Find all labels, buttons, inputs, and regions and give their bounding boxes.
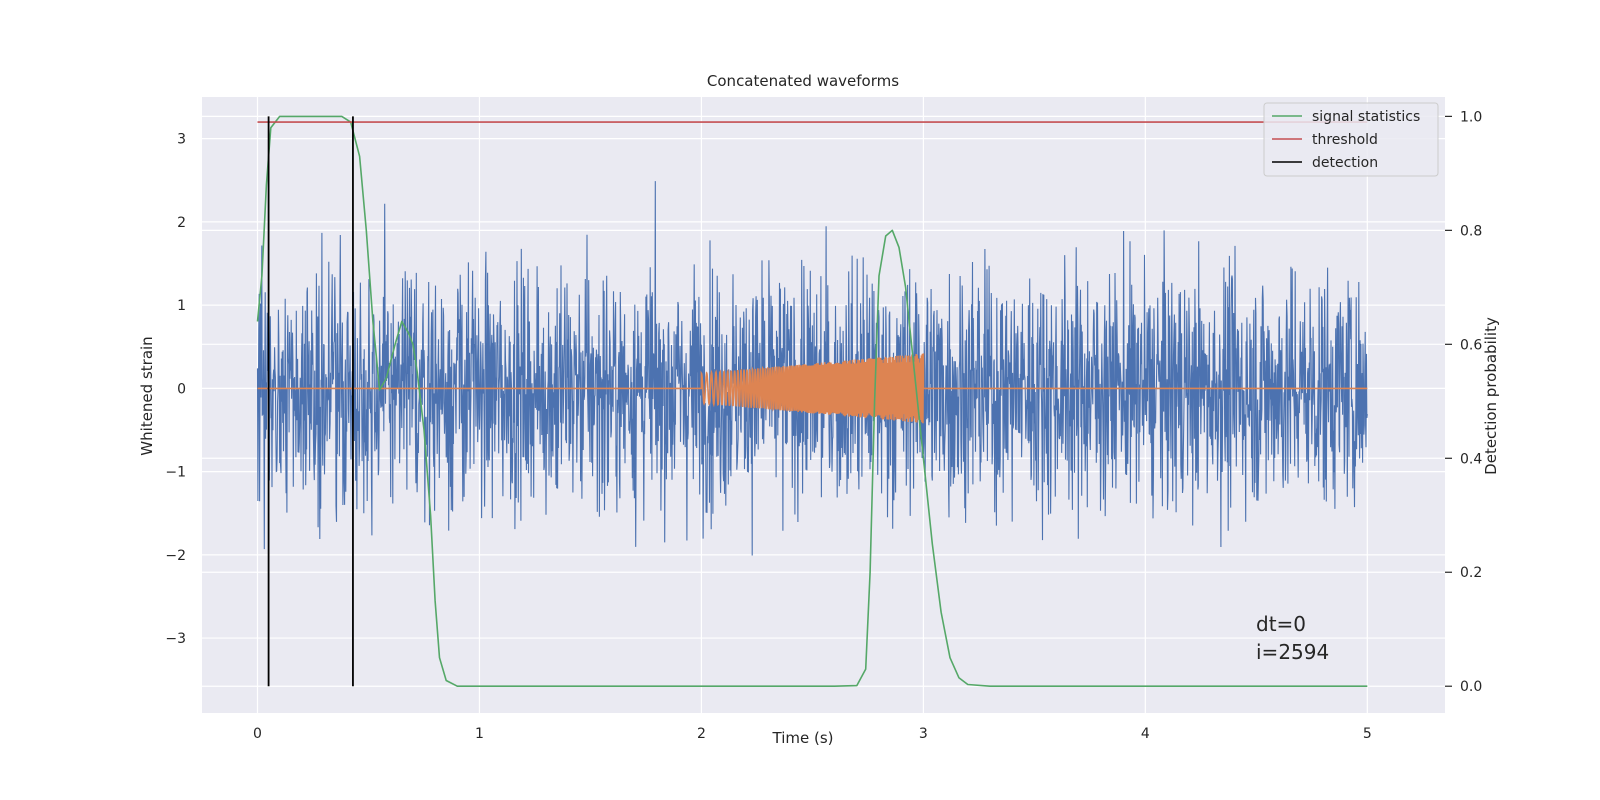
- x-tick-label: 3: [919, 726, 928, 742]
- y2-axis-label: Detection probability: [1482, 317, 1500, 475]
- annotation-dt: dt=0: [1256, 612, 1306, 636]
- y-tick-label: 2: [177, 215, 186, 231]
- x-tick-label: 4: [1141, 726, 1150, 742]
- legend-label-threshold: threshold: [1312, 132, 1378, 148]
- y-axis-label: Whitened strain: [138, 336, 156, 455]
- legend: signal statistics threshold detection: [1263, 102, 1439, 177]
- y-tick-label: −1: [165, 465, 186, 481]
- y-tick-label: −2: [165, 548, 186, 564]
- x-tick-label: 1: [475, 726, 484, 742]
- legend-box: [1263, 102, 1439, 177]
- y-tick-label: 0: [177, 381, 186, 397]
- axes: 0 1 2 3 4 5 −3 −2 −1 0 1 2 3 0.0 0.2 0.4 0.6 0.8 1.0: [165, 109, 1482, 742]
- x-tick-label: 5: [1363, 726, 1372, 742]
- legend-label-detection: detection: [1312, 155, 1378, 171]
- legend-label-signal-statistics: signal statistics: [1312, 109, 1420, 125]
- y2-tick-label: 0.6: [1460, 337, 1482, 353]
- y-tick-label: −3: [165, 631, 186, 647]
- y2-tick-label: 0.2: [1460, 565, 1482, 581]
- strain-series-line: [256, 181, 1368, 556]
- annotation-index: i=2594: [1256, 640, 1329, 664]
- chart-title: Concatenated waveforms: [707, 72, 899, 90]
- y2-tick-label: 0.8: [1460, 223, 1482, 239]
- series-layer: [256, 115, 1368, 687]
- y-tick-label: 3: [177, 132, 186, 148]
- signal-statistics-line: [256, 115, 1368, 687]
- x-tick-label: 0: [253, 726, 262, 742]
- x-tick-label: 2: [697, 726, 706, 742]
- template-series-line: [257, 353, 1368, 424]
- y-tick-label: 1: [177, 298, 186, 314]
- y2-tick-label: 0.0: [1460, 679, 1482, 695]
- y2-tick-label: 1.0: [1460, 109, 1482, 125]
- x-axis-label: Time (s): [772, 729, 834, 747]
- y2-tick-label: 0.4: [1460, 451, 1482, 467]
